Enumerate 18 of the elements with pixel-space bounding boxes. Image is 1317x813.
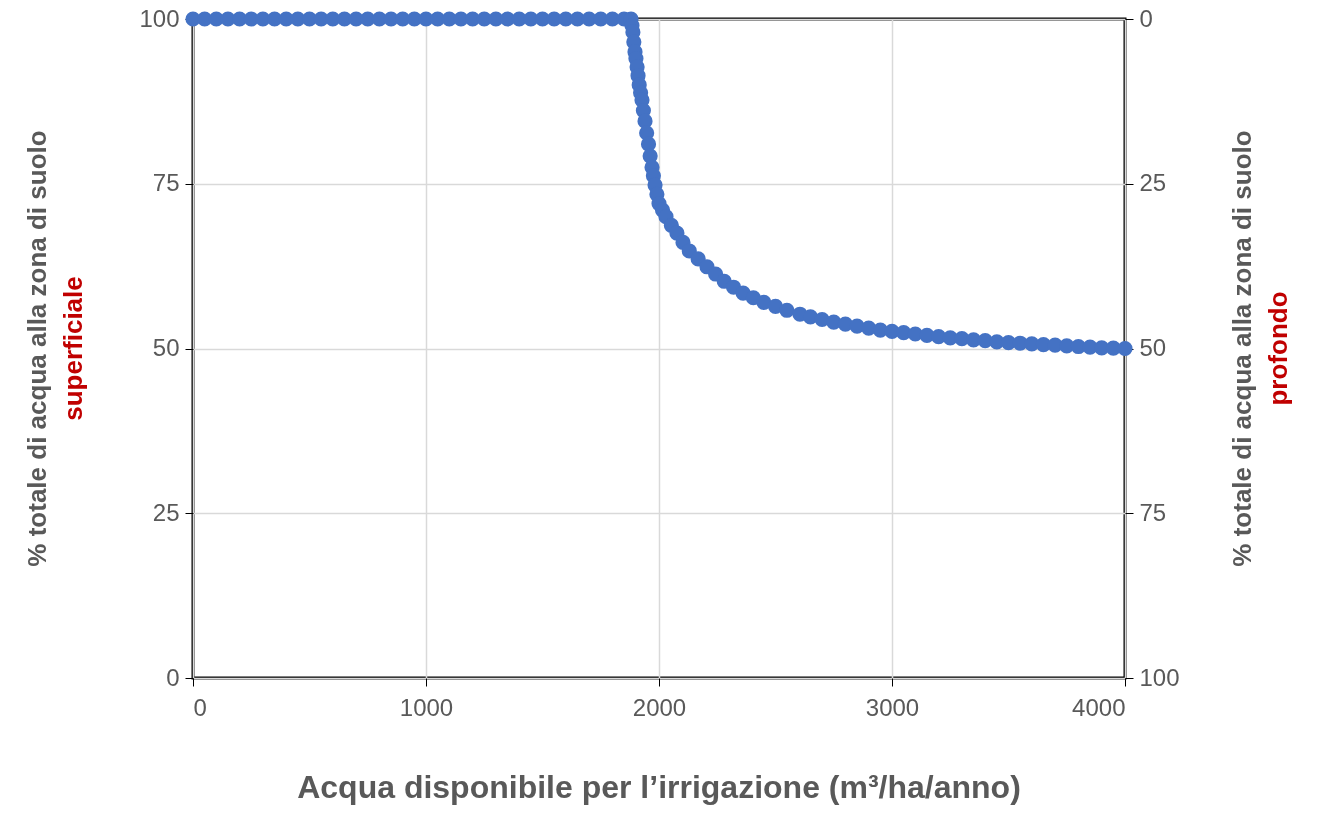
y-tick-label: 0 <box>166 663 180 691</box>
x-tick-label: 4000 <box>1072 693 1126 721</box>
y2-tick-label: 100 <box>1139 663 1180 691</box>
y2-tick-label: 25 <box>1139 169 1167 197</box>
y-tick-label: 50 <box>152 334 180 361</box>
y-tick-label: 75 <box>152 169 180 197</box>
x-tick-label: 3000 <box>865 693 920 721</box>
x-tick-label: 2000 <box>632 693 687 721</box>
y-axis-title: % totale di acqua alla zona di suolo superficiale <box>22 130 88 567</box>
x-axis-title: Acqua disponibile per l’irrigazione (m³/ha/anno) <box>297 769 1021 805</box>
y-tick-label: 100 <box>139 4 180 32</box>
y2-tick-label: 75 <box>1139 498 1167 526</box>
x-tick-label: 1000 <box>399 693 454 721</box>
y2-axis-title: % totale di acqua alla zona di suolo profondo <box>1227 130 1293 567</box>
y2-tick-label: 50 <box>1139 334 1167 361</box>
y-tick-label: 25 <box>152 498 180 526</box>
x-tick-label: 0 <box>193 693 207 721</box>
y2-tick-label: 0 <box>1139 4 1153 32</box>
